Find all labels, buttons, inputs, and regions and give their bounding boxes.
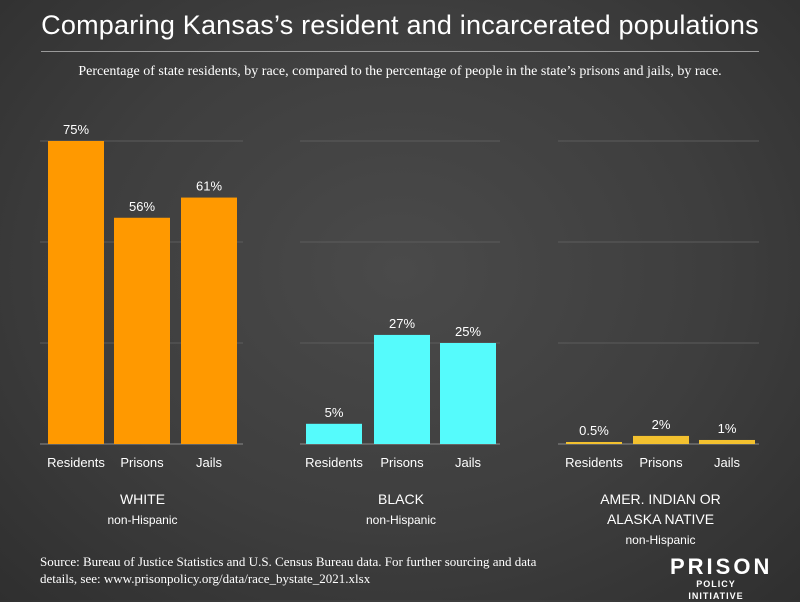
chart-title: Comparing Kansas’s resident and incarcer… <box>41 10 759 40</box>
group-sublabel: non-Hispanic <box>107 513 177 527</box>
data-label: 5% <box>325 405 344 420</box>
category-label: Prisons <box>639 455 683 470</box>
bar-residents <box>566 441 622 444</box>
logo-tagline: POLICY INITIATIVE <box>688 579 744 601</box>
data-label: 75% <box>63 122 89 137</box>
chart-subtitle: Percentage of state residents, by race, … <box>78 64 722 79</box>
category-label: Prisons <box>380 455 424 470</box>
data-label: 56% <box>129 199 155 214</box>
category-label: Jails <box>455 455 482 470</box>
logo-wordmark: PRISON <box>670 554 773 579</box>
data-label: 1% <box>718 421 737 436</box>
bar-jails <box>181 197 237 444</box>
bar-residents <box>48 141 104 444</box>
category-label: Residents <box>565 455 623 470</box>
data-label: 61% <box>196 179 222 194</box>
category-label: Residents <box>305 455 363 470</box>
data-label: 27% <box>389 316 415 331</box>
bar-jails <box>440 343 496 444</box>
category-label: Residents <box>47 455 105 470</box>
data-label: 25% <box>455 324 481 339</box>
bar-prisons <box>633 435 689 444</box>
source-note: Source: Bureau of Justice Statistics and… <box>40 554 537 586</box>
category-label: Prisons <box>120 455 164 470</box>
group-sublabel: non-Hispanic <box>366 513 436 527</box>
category-label: Jails <box>196 455 223 470</box>
bar-residents <box>306 423 362 444</box>
bar-prisons <box>374 334 430 444</box>
group-sublabel: non-Hispanic <box>625 533 695 547</box>
group-label: AMER. INDIAN OR <box>600 491 721 507</box>
category-label: Jails <box>714 455 741 470</box>
group-label: ALASKA NATIVE <box>607 511 714 527</box>
data-label: 2% <box>652 417 671 432</box>
group-label: BLACK <box>378 491 425 507</box>
title-divider <box>41 51 759 52</box>
data-label: 0.5% <box>579 423 609 438</box>
bar-jails <box>699 439 755 444</box>
bar-prisons <box>114 217 170 444</box>
group-label: WHITE <box>120 491 165 507</box>
prison-policy-initiative-logo: PRISON POLICY INITIATIVE <box>670 554 773 602</box>
